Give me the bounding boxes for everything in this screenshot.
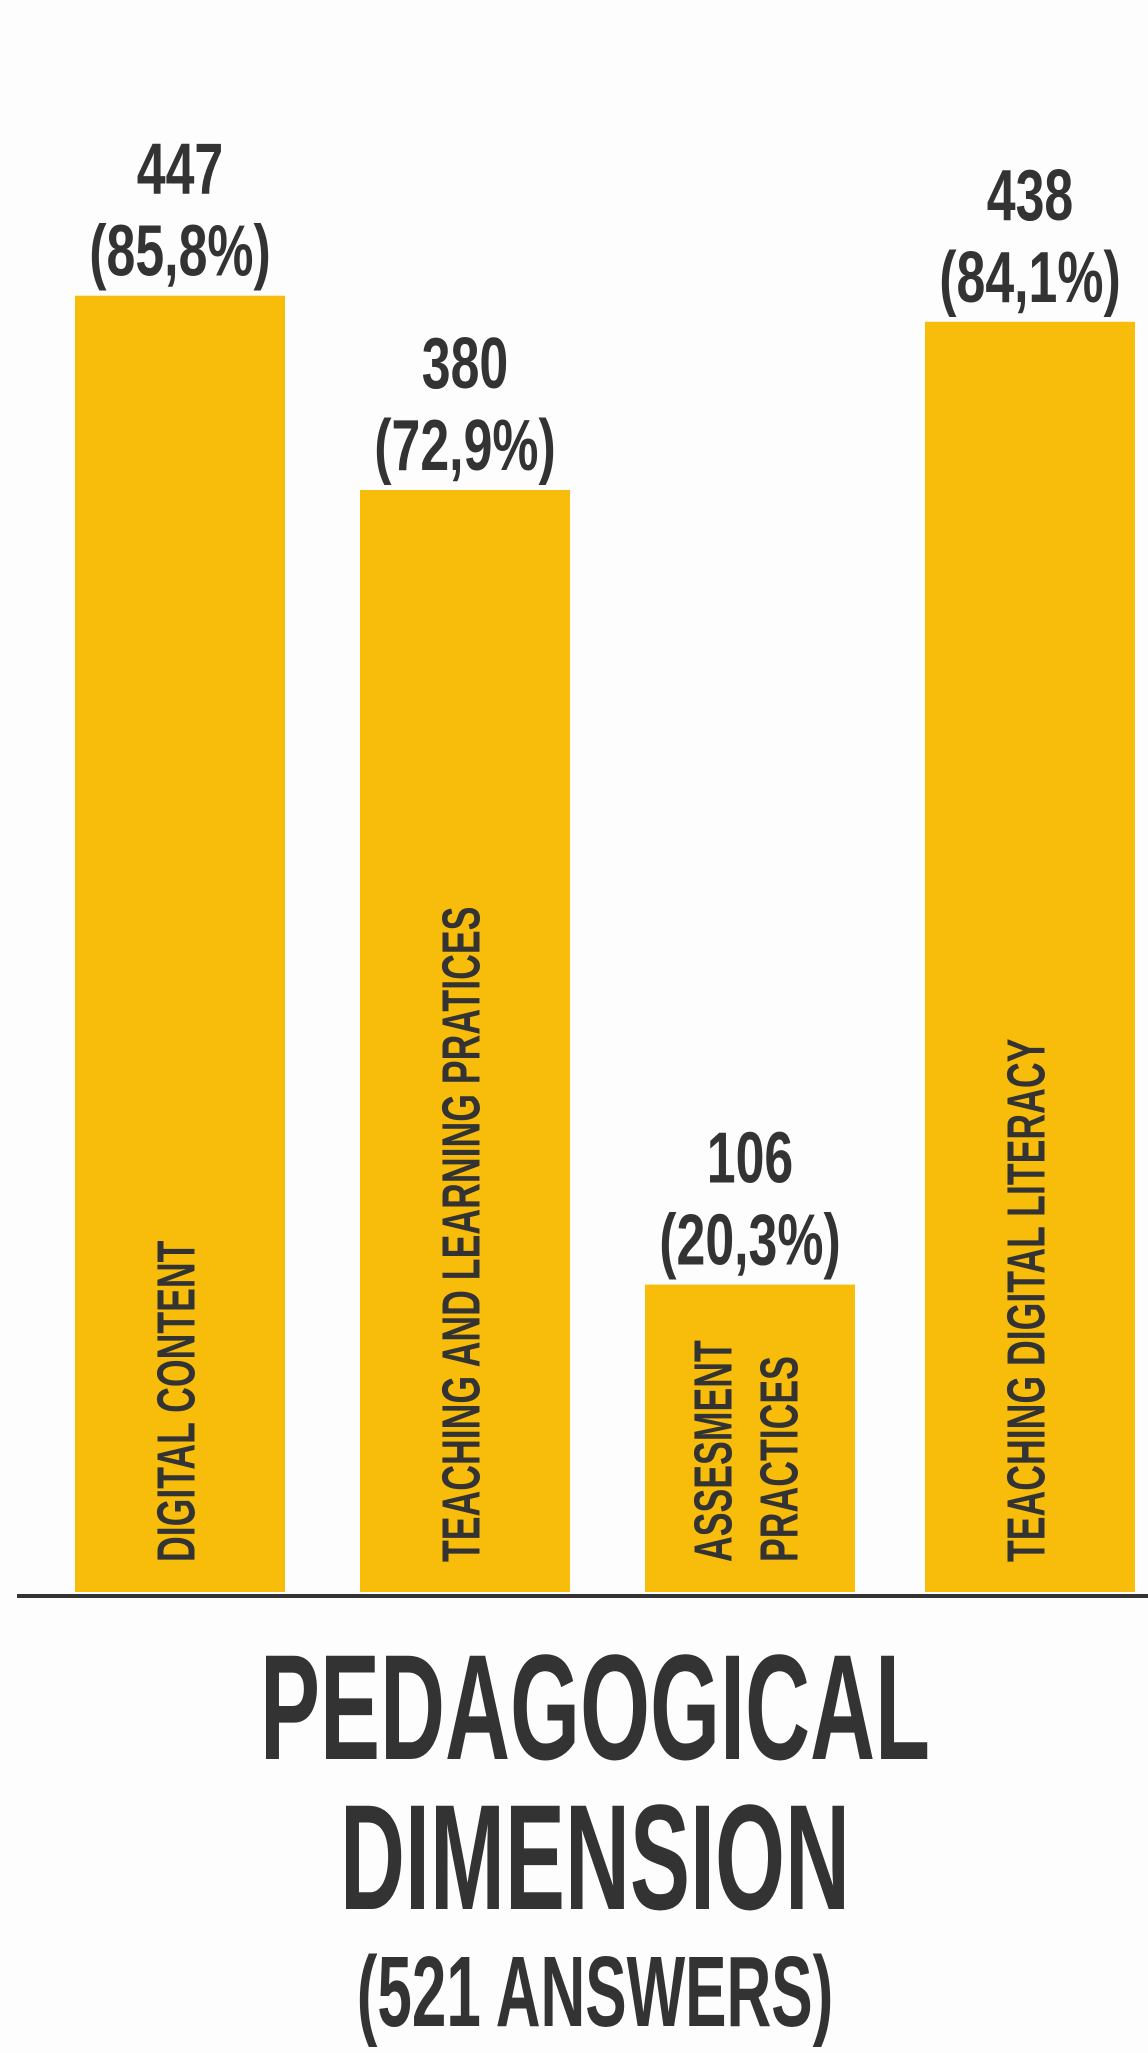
data-label-percent-1: (85,8%) [89, 211, 270, 291]
category-label-3-line-2: PRACTICES [749, 1356, 809, 1562]
data-label-percent-2: (72,9%) [374, 406, 555, 486]
chart-title-line-1: PEDAGOGICAL [259, 1623, 931, 1791]
bar-chart: 447(85,8%) DIGITAL CONTENT 380(72,9%) TEACH… [17, 129, 1148, 1598]
category-label-4: TEACHING DIGITAL LITERACY [996, 1039, 1056, 1562]
category-label-1: DIGITAL CONTENT [146, 1241, 206, 1562]
data-label-value-3: 106 [707, 1118, 793, 1198]
chart-title-answers: (521 ANSWERS) [356, 1936, 834, 2048]
bar-3 [645, 1284, 855, 1592]
data-label-percent-4: (84,1%) [939, 238, 1120, 318]
bar-2 [360, 490, 570, 1592]
category-label-3-line-1: ASSESMENT [683, 1340, 743, 1562]
chart-title-line-2: DIMENSION [339, 1773, 851, 1941]
data-label-value-2: 380 [422, 324, 508, 404]
data-label-value-1: 447 [137, 129, 223, 209]
bars-group [75, 295, 1135, 1593]
category-label-2: TEACHING AND LEARNING PRATICES [431, 907, 491, 1562]
bar-4 [925, 321, 1135, 1592]
data-label-percent-3: (20,3%) [659, 1200, 840, 1280]
labels-group: 447(85,8%) DIGITAL CONTENT 380(72,9%) TEACH… [89, 129, 1120, 1562]
bar-1 [75, 295, 285, 1593]
data-label-value-4: 438 [987, 156, 1073, 236]
